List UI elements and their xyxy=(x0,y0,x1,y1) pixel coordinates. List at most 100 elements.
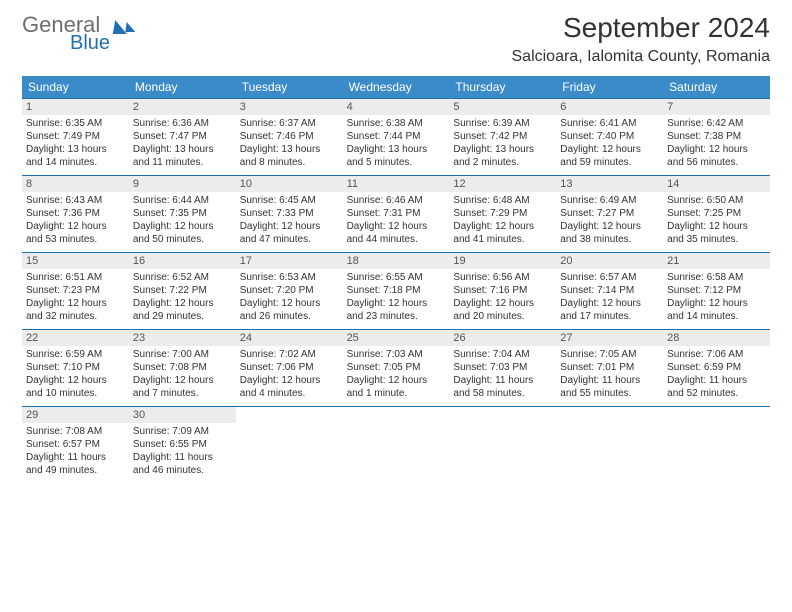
day-details: Sunrise: 6:36 AMSunset: 7:47 PMDaylight:… xyxy=(133,117,232,169)
day-number: 21 xyxy=(663,253,770,269)
day-number: 26 xyxy=(449,330,556,346)
day-details: Sunrise: 6:55 AMSunset: 7:18 PMDaylight:… xyxy=(347,271,446,323)
brand-triangle2-icon xyxy=(125,22,136,32)
brand-logo: General Blue xyxy=(22,12,100,38)
day-details: Sunrise: 6:51 AMSunset: 7:23 PMDaylight:… xyxy=(26,271,125,323)
week-row: 15 Sunrise: 6:51 AMSunset: 7:23 PMDayligh… xyxy=(22,252,770,329)
day-number xyxy=(449,407,556,411)
day-details: Sunrise: 6:48 AMSunset: 7:29 PMDaylight:… xyxy=(453,194,552,246)
day-details: Sunrise: 6:57 AMSunset: 7:14 PMDaylight:… xyxy=(560,271,659,323)
day-cell: 27 Sunrise: 7:05 AMSunset: 7:01 PMDayligh… xyxy=(556,330,663,406)
day-number: 27 xyxy=(556,330,663,346)
day-cell: 19 Sunrise: 6:56 AMSunset: 7:16 PMDayligh… xyxy=(449,253,556,329)
week-row: 22Sunrise: 6:59 AMSunset: 7:10 PMDayligh… xyxy=(22,329,770,406)
day-number: 30 xyxy=(129,407,236,423)
dow-monday: Monday xyxy=(129,76,236,98)
dow-friday: Friday xyxy=(556,76,663,98)
day-cell: 30Sunrise: 7:09 AMSunset: 6:55 PMDayligh… xyxy=(129,407,236,483)
day-cell: 10Sunrise: 6:45 AMSunset: 7:33 PMDayligh… xyxy=(236,176,343,252)
day-cell: 3 Sunrise: 6:37 AMSunset: 7:46 PMDaylight… xyxy=(236,99,343,175)
day-number: 16 xyxy=(129,253,236,269)
dow-sunday: Sunday xyxy=(22,76,129,98)
day-number: 19 xyxy=(449,253,556,269)
day-details: Sunrise: 6:37 AMSunset: 7:46 PMDaylight:… xyxy=(240,117,339,169)
location: Salcioara, Ialomita County, Romania xyxy=(512,48,771,66)
day-cell: 5Sunrise: 6:39 AMSunset: 7:42 PMDaylight… xyxy=(449,99,556,175)
day-number: 25 xyxy=(343,330,450,346)
day-cell: 29Sunrise: 7:08 AMSunset: 6:57 PMDayligh… xyxy=(22,407,129,483)
dow-saturday: Saturday xyxy=(663,76,770,98)
day-cell: 14Sunrise: 6:50 AMSunset: 7:25 PMDayligh… xyxy=(663,176,770,252)
dow-header: Sunday Monday Tuesday Wednesday Thursday… xyxy=(22,76,770,98)
day-cell: 20 Sunrise: 6:57 AMSunset: 7:14 PMDayligh… xyxy=(556,253,663,329)
day-number: 7 xyxy=(663,99,770,115)
day-details: Sunrise: 7:00 AMSunset: 7:08 PMDaylight:… xyxy=(133,348,232,400)
day-cell: 23 Sunrise: 7:00 AMSunset: 7:08 PMDayligh… xyxy=(129,330,236,406)
day-cell: 8Sunrise: 6:43 AMSunset: 7:36 PMDaylight… xyxy=(22,176,129,252)
day-details: Sunrise: 6:41 AMSunset: 7:40 PMDaylight:… xyxy=(560,117,659,169)
day-cell: 2 Sunrise: 6:36 AMSunset: 7:47 PMDaylight… xyxy=(129,99,236,175)
day-details: Sunrise: 7:04 AMSunset: 7:03 PMDaylight:… xyxy=(453,348,552,400)
day-cell: 11 Sunrise: 6:46 AMSunset: 7:31 PMDayligh… xyxy=(343,176,450,252)
day-details: Sunrise: 7:05 AMSunset: 7:01 PMDaylight:… xyxy=(560,348,659,400)
header: General Blue September 2024 Salcioara, I… xyxy=(22,12,770,66)
brand-part2: Blue xyxy=(70,32,110,55)
week-row: 8Sunrise: 6:43 AMSunset: 7:36 PMDaylight… xyxy=(22,175,770,252)
title-block: September 2024 Salcioara, Ialomita Count… xyxy=(512,12,771,66)
day-details: Sunrise: 7:02 AMSunset: 7:06 PMDaylight:… xyxy=(240,348,339,400)
day-cell: 12 Sunrise: 6:48 AMSunset: 7:29 PMDayligh… xyxy=(449,176,556,252)
day-cell xyxy=(343,407,450,483)
day-cell: 21 Sunrise: 6:58 AMSunset: 7:12 PMDayligh… xyxy=(663,253,770,329)
day-cell: 25 Sunrise: 7:03 AMSunset: 7:05 PMDayligh… xyxy=(343,330,450,406)
day-number: 3 xyxy=(236,99,343,115)
day-cell xyxy=(236,407,343,483)
day-details: Sunrise: 6:58 AMSunset: 7:12 PMDaylight:… xyxy=(667,271,766,323)
day-details: Sunrise: 6:56 AMSunset: 7:16 PMDaylight:… xyxy=(453,271,552,323)
day-cell: 22Sunrise: 6:59 AMSunset: 7:10 PMDayligh… xyxy=(22,330,129,406)
day-number: 20 xyxy=(556,253,663,269)
day-cell: 4Sunrise: 6:38 AMSunset: 7:44 PMDaylight… xyxy=(343,99,450,175)
day-details: Sunrise: 6:44 AMSunset: 7:35 PMDaylight:… xyxy=(133,194,232,246)
day-number: 15 xyxy=(22,253,129,269)
day-cell: 13 Sunrise: 6:49 AMSunset: 7:27 PMDayligh… xyxy=(556,176,663,252)
day-number: 11 xyxy=(343,176,450,192)
weeks-container: 1Sunrise: 6:35 AMSunset: 7:49 PMDaylight… xyxy=(22,98,770,483)
day-cell xyxy=(663,407,770,483)
day-cell: 17Sunrise: 6:53 AMSunset: 7:20 PMDayligh… xyxy=(236,253,343,329)
calendar: Sunday Monday Tuesday Wednesday Thursday… xyxy=(22,76,770,483)
day-number: 1 xyxy=(22,99,129,115)
day-number: 10 xyxy=(236,176,343,192)
day-number: 17 xyxy=(236,253,343,269)
day-number: 29 xyxy=(22,407,129,423)
day-cell xyxy=(556,407,663,483)
day-number: 28 xyxy=(663,330,770,346)
day-cell: 18 Sunrise: 6:55 AMSunset: 7:18 PMDayligh… xyxy=(343,253,450,329)
day-number xyxy=(343,407,450,411)
day-number: 2 xyxy=(129,99,236,115)
day-number: 23 xyxy=(129,330,236,346)
day-cell: 26 Sunrise: 7:04 AMSunset: 7:03 PMDayligh… xyxy=(449,330,556,406)
dow-tuesday: Tuesday xyxy=(236,76,343,98)
day-number: 24 xyxy=(236,330,343,346)
month-title: September 2024 xyxy=(512,12,771,44)
day-details: Sunrise: 6:46 AMSunset: 7:31 PMDaylight:… xyxy=(347,194,446,246)
day-cell: 24 Sunrise: 7:02 AMSunset: 7:06 PMDayligh… xyxy=(236,330,343,406)
day-cell: 9Sunrise: 6:44 AMSunset: 7:35 PMDaylight… xyxy=(129,176,236,252)
day-details: Sunrise: 6:38 AMSunset: 7:44 PMDaylight:… xyxy=(347,117,446,169)
day-cell: 28Sunrise: 7:06 AMSunset: 6:59 PMDayligh… xyxy=(663,330,770,406)
day-cell xyxy=(449,407,556,483)
day-details: Sunrise: 6:49 AMSunset: 7:27 PMDaylight:… xyxy=(560,194,659,246)
day-details: Sunrise: 7:03 AMSunset: 7:05 PMDaylight:… xyxy=(347,348,446,400)
day-number: 13 xyxy=(556,176,663,192)
day-number: 12 xyxy=(449,176,556,192)
day-cell: 15 Sunrise: 6:51 AMSunset: 7:23 PMDayligh… xyxy=(22,253,129,329)
day-details: Sunrise: 6:42 AMSunset: 7:38 PMDaylight:… xyxy=(667,117,766,169)
day-number: 6 xyxy=(556,99,663,115)
day-cell: 16Sunrise: 6:52 AMSunset: 7:22 PMDayligh… xyxy=(129,253,236,329)
day-number: 18 xyxy=(343,253,450,269)
week-row: 1Sunrise: 6:35 AMSunset: 7:49 PMDaylight… xyxy=(22,98,770,175)
day-number: 5 xyxy=(449,99,556,115)
day-number xyxy=(236,407,343,411)
week-row: 29Sunrise: 7:08 AMSunset: 6:57 PMDayligh… xyxy=(22,406,770,483)
day-number: 22 xyxy=(22,330,129,346)
